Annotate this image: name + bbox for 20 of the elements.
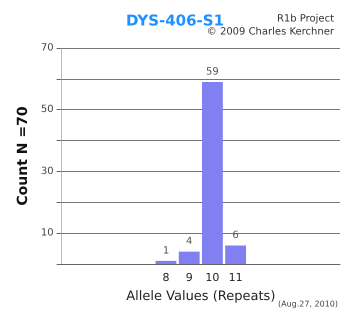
text: © 2009 Charles Kerchner: [206, 26, 335, 38]
data-label: 4: [186, 236, 192, 248]
y-tick-label: 50: [40, 104, 54, 116]
x-tick-label: 11: [228, 271, 243, 284]
y-tick-label: 30: [40, 166, 54, 177]
y-tick-label: 70: [40, 42, 54, 54]
text: (Aug.27, 2010): [278, 300, 338, 308]
data-label: 1: [162, 245, 170, 256]
x-tick-label: 8: [162, 271, 170, 284]
x-tick-label: 10: [205, 271, 220, 284]
bar: [156, 260, 176, 264]
x-tick-label: 9: [186, 271, 193, 284]
bar: [225, 245, 246, 264]
text: R1b Project: [276, 14, 334, 24]
y-axis-title: Count N =70: [15, 106, 31, 206]
x-axis-title: Allele Values (Repeats): [126, 289, 276, 304]
bar: [178, 252, 200, 264]
bar: [202, 82, 223, 264]
y-tick-label: 10: [40, 228, 54, 239]
data-label: 59: [206, 66, 219, 78]
